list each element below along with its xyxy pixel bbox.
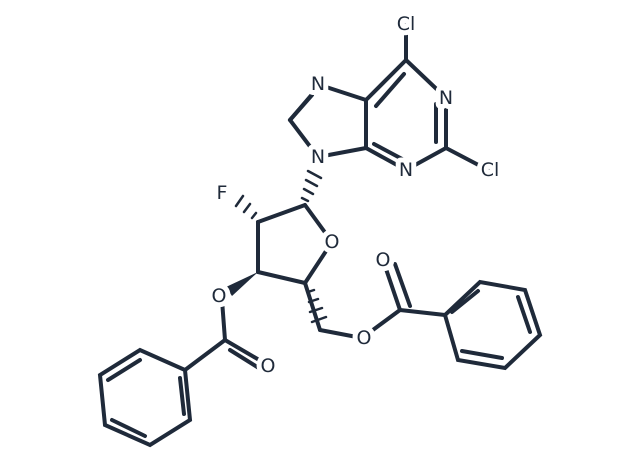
atom-label: Cl — [397, 13, 416, 35]
atom-label: F — [217, 182, 228, 204]
atom-labels: Cl N N Cl N N F O O O O O — [207, 8, 505, 382]
atom-label: Cl — [481, 159, 500, 181]
atom-label: O — [325, 231, 340, 253]
hashed-bonds — [234, 169, 328, 324]
atom-label: N — [311, 73, 325, 95]
bonds — [97, 23, 543, 448]
atom-label: O — [212, 285, 227, 307]
atom-label: N — [399, 159, 413, 181]
wedge-bond — [226, 272, 258, 296]
atom-label: O — [376, 249, 391, 271]
atom-label: O — [357, 327, 372, 349]
atom-label: O — [261, 355, 276, 377]
atom-label: N — [439, 87, 453, 109]
atom-label: N — [311, 146, 325, 168]
